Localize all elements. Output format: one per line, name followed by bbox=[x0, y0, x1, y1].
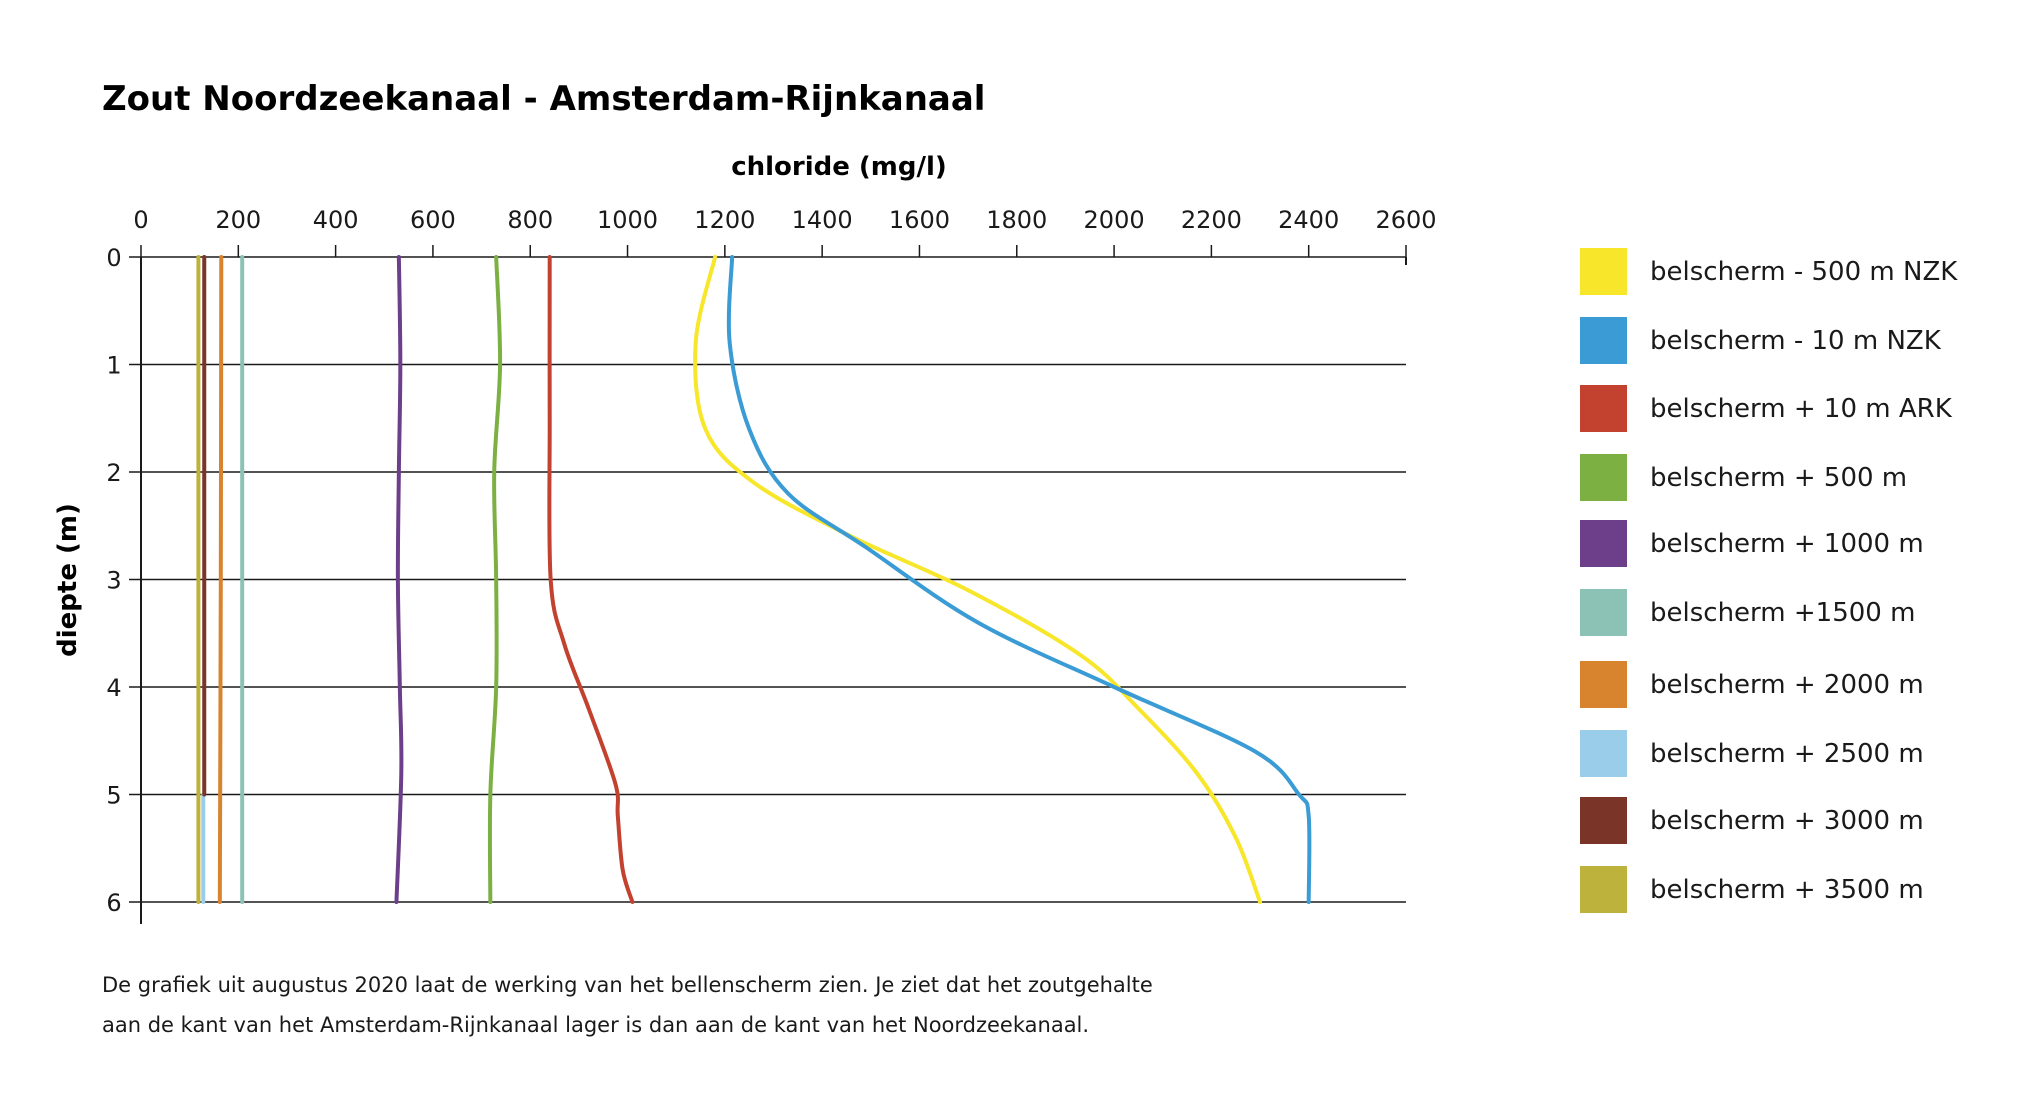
legend-label: belscherm + 10 m ARK bbox=[1650, 394, 1953, 424]
legend-label: belscherm + 2500 m bbox=[1650, 739, 1924, 769]
legend-label: belscherm - 10 m NZK bbox=[1650, 326, 1942, 356]
x-tick-label: 800 bbox=[507, 206, 553, 234]
caption: De grafiek uit augustus 2020 laat de wer… bbox=[102, 965, 1302, 1045]
caption-line-2: aan de kant van het Amsterdam-Rijnkanaal… bbox=[102, 1013, 1090, 1037]
x-tick-label: 0 bbox=[133, 206, 148, 234]
gridlines bbox=[141, 256, 1406, 903]
x-tick-label: 2600 bbox=[1375, 206, 1436, 234]
series-line-belscherm-500-m bbox=[487, 255, 503, 904]
legend-swatch bbox=[1580, 661, 1627, 708]
y-tick-label: 6 bbox=[106, 889, 121, 917]
x-tick-label: 1400 bbox=[792, 206, 853, 234]
y-tick-label: 0 bbox=[106, 244, 121, 272]
legend-swatch bbox=[1580, 385, 1627, 432]
x-tick-label: 1800 bbox=[986, 206, 1047, 234]
legend-swatch bbox=[1580, 248, 1627, 295]
x-ticks: 0 200 400 600 800 1000 1200 1400 1600 1800 2000 220… bbox=[133, 206, 1437, 257]
x-tick-label: 200 bbox=[215, 206, 261, 234]
x-tick-label: 1200 bbox=[694, 206, 755, 234]
legend-label: belscherm +1500 m bbox=[1650, 598, 1915, 628]
y-tick-label: 5 bbox=[106, 782, 121, 810]
y-tick-label: 2 bbox=[106, 459, 121, 487]
legend-swatch bbox=[1580, 730, 1627, 777]
legend-swatch bbox=[1580, 797, 1627, 844]
series-line-belscherm-1000-m bbox=[394, 255, 404, 904]
legend-swatch bbox=[1580, 454, 1627, 501]
series-line-belscherm-10-m-ark bbox=[547, 255, 635, 904]
series-lines bbox=[196, 255, 1312, 904]
legend-label: belscherm - 500 m NZK bbox=[1650, 257, 1958, 287]
legend-swatch bbox=[1580, 317, 1627, 364]
y-ticks: 0 1 2 3 4 5 6 bbox=[106, 244, 141, 917]
y-tick-label: 4 bbox=[106, 674, 121, 702]
legend-swatch bbox=[1580, 520, 1627, 567]
legend-label: belscherm + 2000 m bbox=[1650, 670, 1924, 700]
legend-swatch bbox=[1580, 866, 1627, 913]
legend-label: belscherm + 3500 m bbox=[1650, 875, 1924, 905]
legend-label: belscherm + 500 m bbox=[1650, 463, 1907, 493]
y-tick-label: 1 bbox=[106, 352, 121, 380]
x-axis-label: chloride (mg/l) bbox=[731, 152, 947, 182]
x-tick-label: 600 bbox=[410, 206, 456, 234]
x-tick-label: 2200 bbox=[1181, 206, 1242, 234]
series-line-belscherm-500-m-nzk bbox=[693, 255, 1263, 904]
legend-label: belscherm + 1000 m bbox=[1650, 529, 1924, 559]
series-line-belscherm-10-m-nzk bbox=[726, 255, 1312, 904]
legend-label: belscherm + 3000 m bbox=[1650, 806, 1924, 836]
chart-title: Zout Noordzeekanaal - Amsterdam-Rijnkana… bbox=[102, 79, 985, 119]
legend: belscherm - 500 m NZK belscherm - 10 m NZ… bbox=[1580, 248, 1958, 913]
series-line-belscherm-2000-m bbox=[217, 255, 224, 904]
x-tick-label: 1000 bbox=[597, 206, 658, 234]
y-tick-label: 3 bbox=[106, 567, 121, 595]
x-tick-label: 2400 bbox=[1278, 206, 1339, 234]
y-axis-label: diepte (m) bbox=[53, 503, 83, 657]
caption-line-1: De grafiek uit augustus 2020 laat de wer… bbox=[102, 973, 1153, 997]
legend-swatch bbox=[1580, 589, 1627, 636]
x-tick-label: 2000 bbox=[1084, 206, 1145, 234]
x-tick-label: 400 bbox=[313, 206, 359, 234]
x-tick-label: 1600 bbox=[889, 206, 950, 234]
axes bbox=[140, 257, 1407, 924]
